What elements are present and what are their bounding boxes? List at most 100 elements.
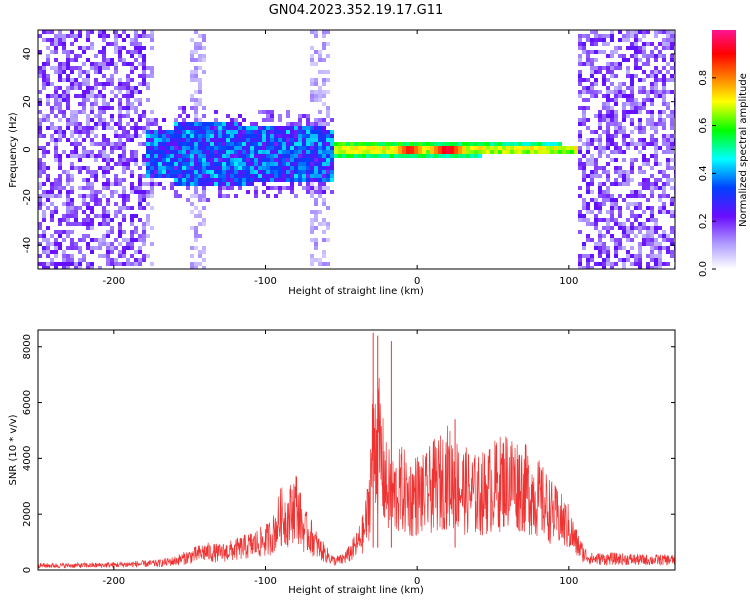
heat-cell (214, 162, 218, 166)
heat-cell (642, 186, 646, 190)
heat-cell (74, 246, 78, 250)
heat-cell (642, 90, 646, 94)
heat-cell (610, 238, 614, 242)
heat-cell (334, 150, 338, 154)
heat-cell (38, 74, 42, 78)
heat-cell (134, 42, 138, 46)
snr-x-axis-label: Height of straight line (km) (288, 585, 424, 596)
heat-cell (122, 214, 126, 218)
heat-cell (62, 150, 66, 154)
heat-cell (578, 258, 582, 262)
heat-cell (98, 214, 102, 218)
heat-cell (242, 142, 246, 146)
heat-cell (290, 186, 294, 190)
heat-cell (206, 198, 210, 202)
heat-cell (466, 142, 470, 146)
heat-cell (42, 234, 46, 238)
heat-cell (334, 154, 338, 158)
heat-cell (330, 158, 334, 162)
heat-cell (646, 254, 650, 258)
heat-cell (586, 266, 590, 269)
heat-cell (146, 218, 150, 222)
heat-cell (122, 202, 126, 206)
heat-cell (142, 66, 146, 70)
heat-cell (46, 250, 50, 254)
heat-cell (58, 86, 62, 90)
heat-cell (594, 66, 598, 70)
heat-cell (626, 30, 630, 34)
heat-cell (62, 202, 66, 206)
heat-cell (670, 74, 674, 78)
heat-cell (186, 178, 190, 182)
heat-cell (198, 250, 202, 254)
heat-cell (138, 178, 142, 182)
heat-cell (610, 226, 614, 230)
heat-cell (134, 226, 138, 230)
heat-cell (58, 158, 62, 162)
heat-cell (606, 170, 610, 174)
heat-cell (654, 222, 658, 226)
heat-cell (558, 150, 562, 154)
heat-cell (198, 150, 202, 154)
heat-cell (226, 142, 230, 146)
heat-cell (202, 158, 206, 162)
heat-cell (150, 158, 154, 162)
heat-cell (646, 110, 650, 114)
heat-cell (162, 146, 166, 150)
heat-cell (638, 102, 642, 106)
heat-cell (202, 198, 206, 202)
heat-cell (66, 50, 70, 54)
heat-cell (614, 262, 618, 266)
heat-cell (310, 94, 314, 98)
heat-cell (146, 74, 150, 78)
heat-cell (650, 182, 654, 186)
heat-cell (594, 82, 598, 86)
heat-cell (626, 102, 630, 106)
heat-cell (626, 94, 630, 98)
heat-cell (250, 162, 254, 166)
heat-cell (274, 170, 278, 174)
y-tick-label: -40 (22, 237, 33, 253)
heat-cell (658, 210, 662, 214)
heat-cell (638, 246, 642, 250)
heat-cell (90, 90, 94, 94)
heat-cell (602, 202, 606, 206)
heat-cell (46, 166, 50, 170)
heat-cell (250, 122, 254, 126)
heat-cell (670, 202, 674, 206)
heat-cell (194, 238, 198, 242)
heat-cell (646, 242, 650, 246)
heat-cell (670, 158, 674, 162)
heat-cell (82, 126, 86, 130)
heat-cell (382, 146, 386, 150)
heat-cell (90, 106, 94, 110)
heat-cell (62, 78, 66, 82)
heat-cell (670, 58, 674, 62)
heat-cell (598, 174, 602, 178)
heat-cell (614, 206, 618, 210)
heat-cell (266, 114, 270, 118)
heat-cell (666, 138, 670, 142)
heat-cell (38, 158, 42, 162)
heat-cell (62, 250, 66, 254)
heat-cell (594, 222, 598, 226)
heat-cell (166, 158, 170, 162)
heat-cell (646, 90, 650, 94)
heat-cell (254, 122, 258, 126)
heat-cell (222, 162, 226, 166)
heat-cell (38, 174, 42, 178)
heat-cell (630, 118, 634, 122)
heat-cell (250, 174, 254, 178)
heat-cell (610, 118, 614, 122)
heat-cell (626, 202, 630, 206)
heat-cell (278, 166, 282, 170)
heat-cell (310, 54, 314, 58)
heat-cell (650, 110, 654, 114)
heat-cell (142, 162, 146, 166)
heat-cell (114, 94, 118, 98)
heat-cell (426, 150, 430, 154)
heat-cell (314, 186, 318, 190)
heat-cell (666, 174, 670, 178)
heat-cell (118, 102, 122, 106)
heat-cell (86, 58, 90, 62)
